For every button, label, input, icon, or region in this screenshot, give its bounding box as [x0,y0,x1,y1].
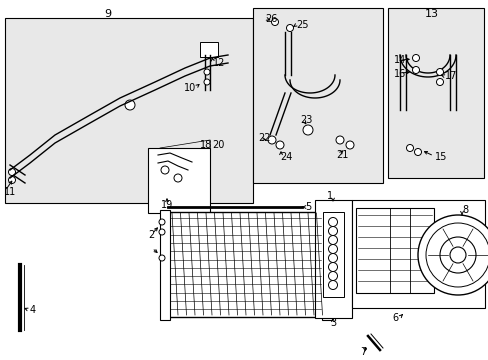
Circle shape [203,69,209,75]
Circle shape [412,54,419,62]
Text: 1: 1 [326,191,332,201]
Text: 19: 19 [161,200,173,210]
Circle shape [267,136,275,144]
Circle shape [161,166,169,174]
Circle shape [406,144,413,152]
Text: 2: 2 [148,230,154,240]
Text: 14: 14 [393,55,406,65]
Circle shape [425,223,488,287]
Text: 7: 7 [359,347,366,357]
Bar [148,148,209,213]
Text: 3: 3 [329,318,335,328]
Circle shape [159,229,164,235]
Text: 15: 15 [434,152,447,162]
Bar [351,200,484,308]
Text: 11: 11 [4,187,16,197]
Circle shape [328,262,337,271]
Text: 17: 17 [444,71,456,81]
Text: 23: 23 [299,115,312,125]
Bar [168,212,323,317]
Bar [387,8,483,178]
Circle shape [328,280,337,289]
Circle shape [439,237,475,273]
Circle shape [286,24,293,31]
Circle shape [159,255,164,261]
Circle shape [275,141,284,149]
Text: 20: 20 [212,140,224,150]
Circle shape [328,244,337,253]
Text: 9: 9 [104,9,111,19]
Circle shape [414,148,421,156]
Circle shape [328,235,337,244]
Circle shape [417,215,488,295]
Text: 18: 18 [200,140,212,150]
Circle shape [125,100,135,110]
Circle shape [449,247,465,263]
Bar [355,208,433,293]
Bar [252,8,382,183]
Bar [160,210,170,320]
Text: 25: 25 [295,20,308,30]
Text: 8: 8 [461,205,467,215]
Circle shape [436,78,443,85]
Text: 24: 24 [280,152,292,162]
Circle shape [174,174,182,182]
Circle shape [328,271,337,280]
Bar [323,212,343,297]
Circle shape [303,125,312,135]
Circle shape [328,217,337,226]
Circle shape [328,253,337,262]
Circle shape [203,79,209,85]
Bar [321,210,331,320]
Text: 16: 16 [393,69,406,79]
Circle shape [8,168,16,175]
Text: 6: 6 [391,313,397,323]
Circle shape [412,67,419,73]
Text: 13: 13 [424,9,438,19]
Text: 5: 5 [305,202,311,212]
Circle shape [346,141,353,149]
Bar [314,200,351,318]
Circle shape [436,68,443,76]
Text: 12: 12 [213,58,225,68]
Circle shape [271,18,278,26]
Text: 21: 21 [335,150,347,160]
Text: 26: 26 [264,14,277,24]
Text: 4: 4 [30,305,36,315]
Circle shape [8,176,16,184]
Circle shape [335,136,343,144]
Text: 10: 10 [183,83,196,93]
Bar [5,18,252,203]
Text: 22: 22 [258,133,270,143]
Bar [200,42,218,57]
Circle shape [159,219,164,225]
Circle shape [328,226,337,235]
